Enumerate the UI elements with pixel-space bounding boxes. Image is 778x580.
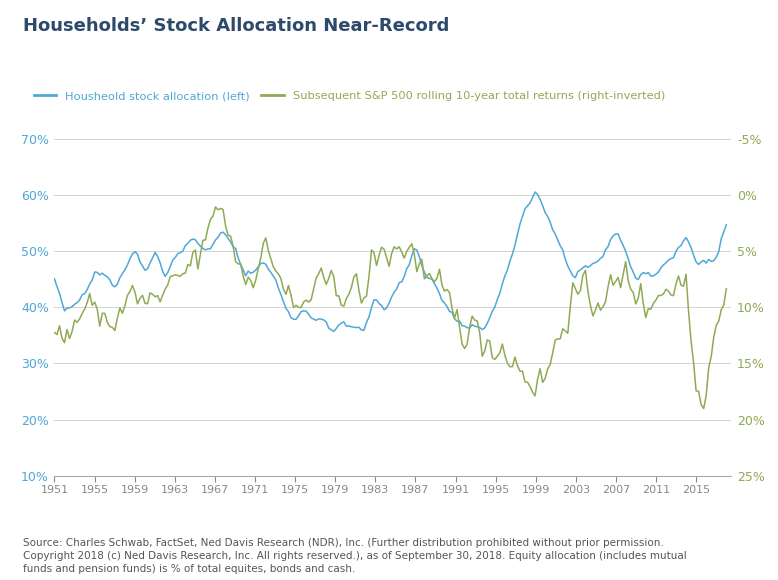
Text: Source: Charles Schwab, FactSet, Ned Davis Research (NDR), Inc. (Further distrib: Source: Charles Schwab, FactSet, Ned Dav… <box>23 538 687 574</box>
Legend: Housheold stock allocation (left), Subsequent S&P 500 rolling 10-year total retu: Housheold stock allocation (left), Subse… <box>29 87 670 106</box>
Text: Households’ Stock Allocation Near-Record: Households’ Stock Allocation Near-Record <box>23 17 450 35</box>
